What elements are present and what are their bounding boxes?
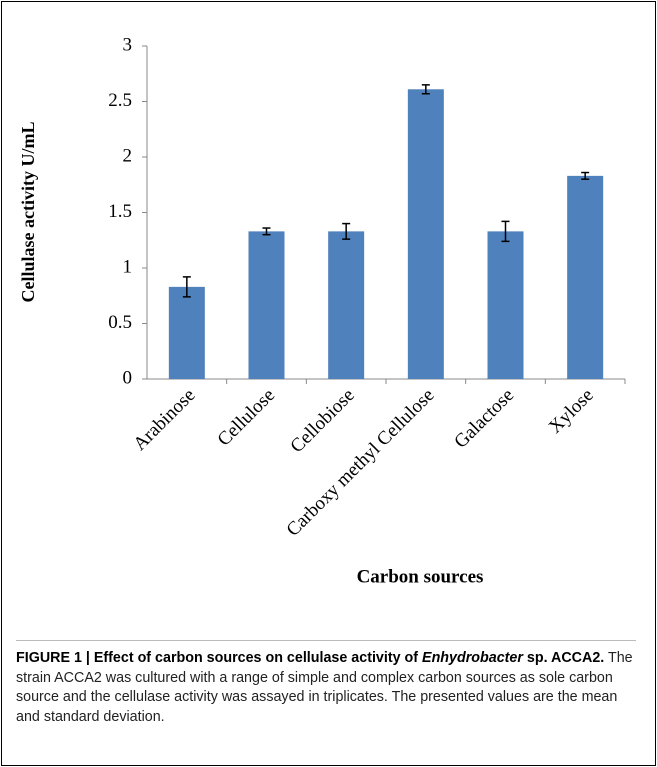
- x-tick-label: Xylose: [545, 385, 598, 438]
- x-axis-label: Carbon sources: [357, 566, 484, 587]
- bar: [407, 89, 444, 379]
- x-tick-label: Cellobiose: [286, 385, 358, 457]
- y-tick-label: 0: [123, 367, 133, 388]
- bar: [487, 231, 524, 379]
- x-tick-label: Arabinose: [129, 385, 199, 455]
- y-tick-label: 0.5: [108, 312, 132, 333]
- x-tick-label: Carboxy methyl Cellulose: [283, 385, 439, 541]
- bar: [248, 231, 285, 379]
- error-bar: [581, 171, 590, 180]
- y-tick-label: 3: [123, 34, 133, 55]
- bar: [567, 175, 604, 379]
- caption-title-end: sp. ACCA2.: [526, 650, 605, 666]
- x-tick-label: Cellulose: [214, 385, 280, 451]
- caption-species: Enhydrobacter: [422, 650, 523, 666]
- y-axis-label: Cellulase activity U/mL: [18, 122, 38, 303]
- y-tick-label: 1.5: [108, 201, 132, 222]
- error-bar: [262, 227, 271, 236]
- error-bar: [342, 222, 351, 240]
- error-bar: [501, 220, 510, 243]
- error-bar: [421, 84, 430, 95]
- bar: [168, 286, 205, 379]
- bar: [328, 231, 365, 379]
- caption-text: The strain ACCA2 was cultured with a ran…: [16, 650, 633, 725]
- chart: Cellulase activity U/mL Carbon sources 0…: [18, 34, 626, 587]
- y-tick-label: 2.5: [108, 90, 132, 111]
- caption-title: FIGURE 1 | Effect of carbon sources on c…: [16, 650, 604, 666]
- y-tick-label: 1: [123, 256, 133, 277]
- caption: FIGURE 1 | Effect of carbon sources on c…: [16, 640, 636, 727]
- caption-title-start: FIGURE 1 | Effect of carbon sources on c…: [16, 650, 419, 666]
- x-tick-label: Galactose: [450, 385, 518, 453]
- y-tick-label: 2: [123, 145, 133, 166]
- error-bar: [182, 276, 191, 298]
